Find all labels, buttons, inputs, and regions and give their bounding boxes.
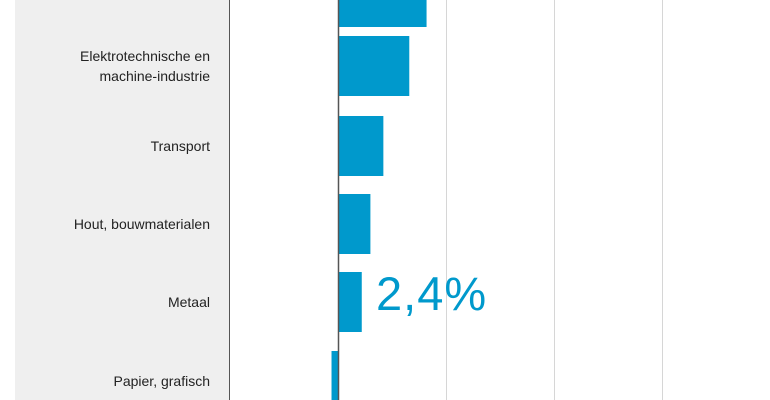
- category-label-hout-bouwmaterialen: Hout, bouwmaterialen: [73, 216, 210, 232]
- bar-chart: [331, 0, 663, 400]
- bar-4: [338, 272, 362, 332]
- bar-1: [338, 36, 410, 96]
- bar-2: [338, 116, 384, 176]
- category-label-papier-grafisch: Papier, grafisch: [113, 373, 211, 389]
- chart-plot-area: [230, 0, 770, 400]
- category-label-panel: Elektrotechnische en machine-industrie T…: [15, 0, 230, 400]
- category-label-transport: Transport: [150, 138, 210, 154]
- highlight-value-label: 2,4%: [376, 267, 488, 320]
- category-label-elektrotechnische: Elektrotechnische en machine-industrie: [80, 48, 210, 84]
- category-label-metaal: Metaal: [167, 294, 210, 310]
- bar-0: [338, 0, 427, 27]
- bar-5: [331, 351, 338, 400]
- bar-3: [338, 194, 371, 254]
